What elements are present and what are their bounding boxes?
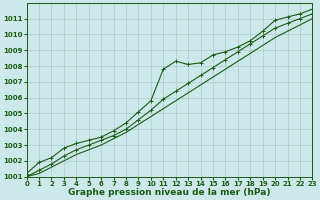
X-axis label: Graphe pression niveau de la mer (hPa): Graphe pression niveau de la mer (hPa) — [68, 188, 271, 197]
